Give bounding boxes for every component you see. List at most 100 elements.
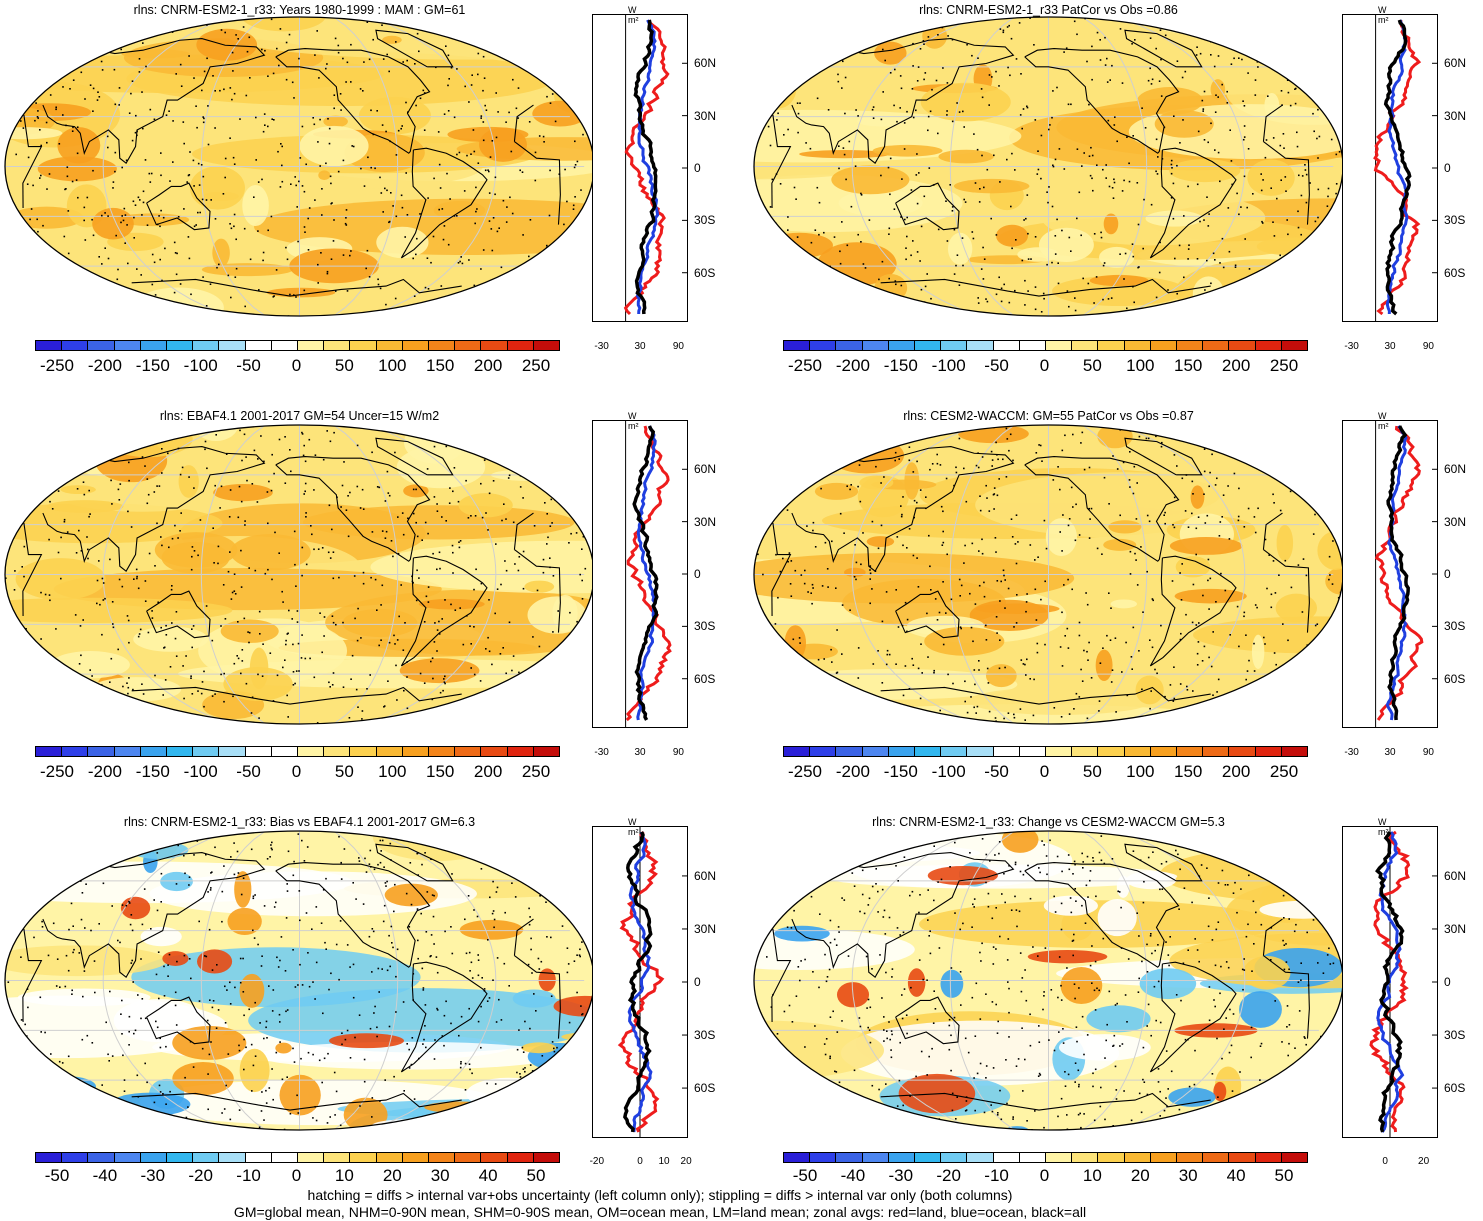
- colorbar-label: 200: [1221, 762, 1251, 781]
- latitude-label: 30S: [1444, 213, 1466, 228]
- colorbar-swatch: [810, 747, 837, 756]
- zonal-mean-plot: [1342, 420, 1438, 728]
- colorbar-label: -10: [984, 1166, 1009, 1185]
- colorbar-label: 50: [526, 1166, 546, 1185]
- colorbar-label: -20: [188, 1166, 213, 1185]
- colorbar-swatch: [1046, 747, 1073, 756]
- colorbar-label: 50: [1082, 356, 1102, 375]
- latitude-label: 60N: [694, 868, 717, 883]
- latitude-label: 60S: [1444, 671, 1466, 686]
- zonal-mean-plot: [1342, 826, 1438, 1138]
- colorbar-swatch: [1019, 747, 1047, 756]
- latitude-label: 30N: [1444, 921, 1467, 936]
- colorbar-swatch: [114, 1153, 141, 1162]
- map-plot: [4, 424, 595, 725]
- zonal-x-tick: 20: [1418, 1156, 1430, 1167]
- colorbar-label: 40: [1226, 1166, 1246, 1185]
- colorbar-swatch: [533, 341, 560, 350]
- latitude-label: 30N: [694, 921, 717, 936]
- latitude-label: 0: [1444, 975, 1451, 989]
- colorbar-label: -30: [888, 1166, 914, 1185]
- colorbar-swatch: [271, 1153, 299, 1162]
- colorbar-swatch: [324, 1153, 351, 1162]
- zonal-x-tick: -30: [594, 747, 609, 758]
- units-label: W m²: [628, 5, 639, 25]
- colorbar-swatch: [967, 747, 994, 756]
- colorbar-swatch: [140, 1153, 168, 1162]
- colorbar-swatch: [88, 341, 115, 350]
- colorbar-swatch: [862, 1153, 889, 1162]
- map-plot: [753, 16, 1344, 317]
- colorbar-label: 20: [1130, 1166, 1150, 1185]
- units-label: W m²: [1378, 5, 1389, 25]
- colorbar-swatch: [1203, 341, 1230, 350]
- colorbar-label: -250: [787, 762, 823, 781]
- colorbar-label: -50: [984, 762, 1009, 781]
- colorbar-swatch: [888, 747, 916, 756]
- colorbar-label: 150: [426, 356, 455, 375]
- colorbar-swatch: [810, 1153, 837, 1162]
- colorbar-swatch: [376, 747, 403, 756]
- latitude-label: 0: [694, 161, 701, 175]
- colorbar: [35, 340, 560, 351]
- footnote-hatching: hatching = diffs > internal var+obs unce…: [307, 1187, 1013, 1203]
- latitude-label: 60N: [694, 56, 717, 71]
- colorbar-swatch: [1281, 1153, 1308, 1162]
- colorbar-swatch: [1124, 747, 1151, 756]
- zonal-x-tick: -20: [589, 1156, 605, 1167]
- zonal-x-tick: -30: [1344, 341, 1359, 352]
- colorbar-swatch: [193, 747, 220, 756]
- colorbar-swatch: [140, 747, 168, 756]
- colorbar-swatch: [193, 1153, 220, 1162]
- colorbar-label: 0: [1039, 1166, 1050, 1185]
- latitude-label: 30S: [694, 213, 716, 228]
- colorbar-swatch: [967, 341, 994, 350]
- units-label: W m²: [628, 411, 639, 431]
- colorbar-swatch: [1177, 747, 1204, 756]
- panel-title: rlns: CNRM-ESM2-1_r33 PatCor vs Obs =0.8…: [919, 3, 1178, 17]
- colorbar-swatch: [941, 747, 968, 756]
- units-label: W m²: [1378, 411, 1389, 431]
- colorbar-label: -50: [44, 1166, 70, 1185]
- colorbar-swatch: [271, 747, 299, 756]
- zonal-x-tick: 30: [1384, 341, 1396, 352]
- colorbar-swatch: [376, 1153, 403, 1162]
- zonal-x-tick: 30: [634, 341, 646, 352]
- latitude-label: 60S: [694, 1081, 716, 1096]
- colorbar-swatch: [993, 341, 1020, 350]
- colorbar-label: -250: [787, 356, 823, 375]
- colorbar-swatch: [219, 341, 246, 350]
- colorbar-label: 250: [1269, 762, 1299, 781]
- colorbar-swatch: [1072, 747, 1099, 756]
- colorbar-label: -150: [135, 356, 170, 375]
- panel-title: rlns: CNRM-ESM2-1_r33: Years 1980-1999 :…: [133, 3, 466, 17]
- colorbar: [35, 1152, 560, 1163]
- colorbar-swatch: [36, 341, 63, 350]
- colorbar-swatch: [862, 341, 889, 350]
- colorbar-swatch: [1072, 341, 1099, 350]
- colorbar-swatch: [967, 1153, 994, 1162]
- colorbar-label: 200: [1221, 356, 1251, 375]
- latitude-label: 0: [1444, 161, 1451, 175]
- colorbar-label: 250: [1269, 356, 1299, 375]
- colorbar-label: -10: [236, 1166, 261, 1185]
- colorbar: [783, 746, 1308, 757]
- latitude-label: 60N: [694, 462, 717, 477]
- colorbar-swatch: [1124, 1153, 1151, 1162]
- zonal-mean-plot: [592, 14, 688, 322]
- units-label: W m²: [628, 817, 639, 837]
- colorbar-swatch: [1072, 1153, 1099, 1162]
- colorbar-swatch: [1150, 1153, 1178, 1162]
- map-plot: [4, 830, 595, 1131]
- panel-title: rlns: CNRM-ESM2-1_r33: Change vs CESM2-W…: [872, 815, 1225, 829]
- colorbar-swatch: [350, 341, 377, 350]
- colorbar-swatch: [62, 1153, 89, 1162]
- latitude-label: 60S: [1444, 265, 1466, 280]
- colorbar-swatch: [271, 341, 299, 350]
- zonal-x-tick: 30: [1384, 747, 1396, 758]
- colorbar-swatch: [114, 747, 141, 756]
- colorbar-swatch: [915, 1153, 942, 1162]
- colorbar-swatch: [376, 341, 403, 350]
- latitude-label: 60S: [1444, 1081, 1466, 1096]
- colorbar-swatch: [481, 747, 508, 756]
